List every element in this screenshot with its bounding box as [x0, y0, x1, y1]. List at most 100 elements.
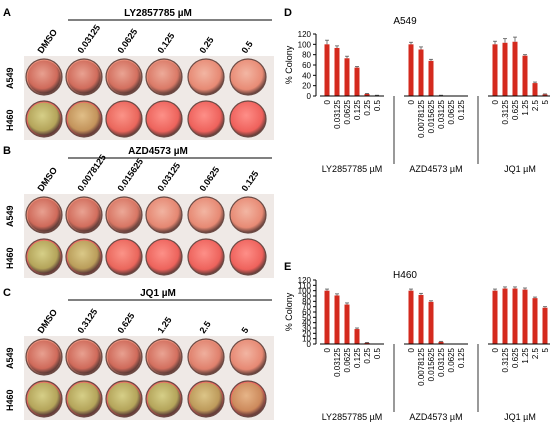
- plate-block: B AZD4573 µM DMSO 0.0078125 0.015625 0.03125 0…: [3, 145, 274, 278]
- colony-layer: [27, 60, 61, 94]
- group-label: JQ1 µM: [504, 412, 536, 422]
- category-label: 0: [491, 99, 500, 104]
- bar: [502, 42, 508, 96]
- culture-well: [187, 100, 225, 138]
- category-label: 0.0078125: [417, 347, 426, 385]
- y-tick-label: 120: [298, 30, 312, 39]
- lane-label: DMSO: [35, 27, 59, 55]
- category-label: 5: [541, 99, 550, 104]
- bar: [344, 58, 350, 96]
- lane-label: 0.125: [155, 31, 176, 55]
- bar: [512, 288, 518, 344]
- y-tick-label: 20: [302, 329, 311, 338]
- category-label: 0.015625: [427, 347, 436, 381]
- lane-label: 0.015625: [115, 157, 145, 193]
- bar: [532, 298, 538, 344]
- bar: [492, 44, 498, 96]
- bar: [428, 301, 434, 344]
- lane-label: 0.0625: [115, 27, 139, 55]
- cell-line-label: A549: [5, 347, 15, 369]
- lane-label: 0.0625: [197, 165, 221, 193]
- y-tick-label: 40: [302, 71, 311, 80]
- bar: [334, 295, 340, 344]
- lane-label: 2.5: [197, 319, 212, 335]
- y-axis-label: % Colony: [284, 292, 294, 331]
- colony-layer: [67, 240, 101, 274]
- colony-layer: [147, 340, 181, 374]
- culture-well: [229, 58, 267, 96]
- y-tick-label: 120: [298, 276, 312, 285]
- bar: [542, 94, 548, 96]
- colony-layer: [107, 382, 141, 416]
- colony-layer: [231, 198, 265, 232]
- lane-label: 0.0078125: [75, 153, 108, 194]
- group-label: AZD4573 µM: [409, 412, 462, 422]
- y-tick-label: 30: [302, 324, 311, 333]
- bar: [408, 290, 414, 344]
- colony-layer: [189, 60, 223, 94]
- plate-block: A LY2857785 µM DMSO 0.03125 0.0625 0.125 0.25 0…: [3, 7, 274, 140]
- colony-layer: [147, 102, 181, 136]
- category-label: 0.625: [511, 99, 520, 120]
- bar: [532, 83, 538, 96]
- category-label: 0.5: [373, 347, 382, 359]
- colony-layer: [27, 382, 61, 416]
- group-label: JQ1 µM: [504, 164, 536, 174]
- colony-layer: [67, 102, 101, 136]
- plate-block: C JQ1 µM DMSO 0.3125 0.625 1.25 2.5 5 A549 H460: [3, 287, 274, 420]
- lane-label: DMSO: [35, 307, 59, 335]
- category-label: 0.03125: [333, 99, 342, 128]
- bar: [364, 342, 370, 344]
- group-label: LY2857785 µM: [322, 412, 383, 422]
- cell-line-label: H460: [5, 247, 15, 269]
- colony-plate-panels: A LY2857785 µM DMSO 0.03125 0.0625 0.125 0.25 0…: [3, 7, 274, 420]
- colony-layer: [147, 240, 181, 274]
- cell-line-label: A549: [5, 67, 15, 89]
- colony-layer: [189, 382, 223, 416]
- category-label: 0.0625: [447, 99, 456, 124]
- category-label: 2.5: [531, 99, 540, 111]
- bar: [492, 290, 498, 344]
- chart-title: H460: [393, 270, 417, 281]
- category-label: 0.125: [353, 347, 362, 368]
- colony-layer: [147, 382, 181, 416]
- category-label: 0.3125: [501, 347, 510, 372]
- category-label: 2.5: [531, 347, 540, 359]
- colony-layer: [190, 103, 223, 136]
- bar: [418, 294, 424, 344]
- category-label: 0.0625: [343, 99, 352, 124]
- y-tick-label: 0: [307, 92, 312, 101]
- category-label: 0.125: [457, 347, 466, 368]
- colony-layer: [107, 60, 141, 94]
- colony-layer: [67, 382, 101, 416]
- lane-label: 0.5: [239, 39, 254, 55]
- chart-title: A549: [393, 16, 417, 27]
- colony-layer: [107, 340, 141, 374]
- category-label: 0.3125: [501, 99, 510, 124]
- colony-layer: [27, 240, 61, 274]
- bar: [344, 304, 350, 344]
- y-tick-label: 70: [302, 303, 311, 312]
- colony-layer: [147, 60, 181, 94]
- y-tick-label: 60: [302, 61, 311, 70]
- category-label: 0.25: [363, 99, 372, 115]
- culture-well: [229, 100, 267, 138]
- category-label: 0.03125: [437, 99, 446, 128]
- cell-line-label: H460: [5, 389, 15, 411]
- bar: [418, 49, 424, 96]
- group-label: AZD4573 µM: [409, 164, 462, 174]
- category-label: 0: [323, 99, 332, 104]
- colony-layer: [67, 198, 101, 232]
- colony-layer: [147, 198, 181, 232]
- panel-letter: A: [3, 7, 11, 19]
- y-tick-label: 110: [298, 281, 311, 290]
- lane-label: 0.03125: [155, 161, 182, 193]
- colony-layer: [67, 340, 101, 374]
- y-tick-label: 90: [302, 292, 311, 301]
- bar: [334, 47, 340, 96]
- category-label: 1.25: [521, 99, 530, 115]
- category-label: 0.625: [511, 347, 520, 368]
- category-label: 0.015625: [427, 99, 436, 133]
